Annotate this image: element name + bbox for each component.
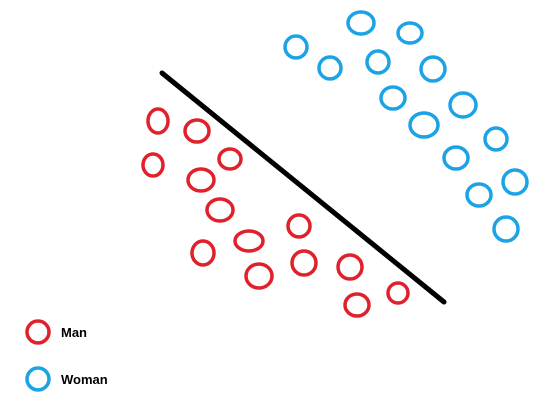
woman-points bbox=[283, 10, 529, 243]
man-point bbox=[290, 249, 318, 277]
man-point bbox=[386, 281, 410, 305]
man-point bbox=[336, 253, 364, 281]
legend-item-woman: Woman bbox=[25, 366, 108, 392]
legend-item-man: Man bbox=[25, 319, 87, 345]
man-point bbox=[186, 167, 216, 193]
man-point bbox=[190, 239, 216, 267]
woman-point bbox=[442, 145, 470, 171]
decision-boundary-line bbox=[159, 70, 447, 305]
woman-point bbox=[483, 126, 509, 152]
legend: Man Woman bbox=[25, 319, 108, 392]
legend-label-man: Man bbox=[61, 325, 87, 340]
woman-marker-icon bbox=[25, 366, 51, 392]
woman-point bbox=[465, 182, 493, 208]
woman-point bbox=[492, 215, 520, 243]
legend-label-woman: Woman bbox=[61, 372, 108, 387]
man-point bbox=[141, 152, 165, 178]
woman-point bbox=[501, 168, 529, 196]
woman-point bbox=[346, 10, 376, 36]
man-point bbox=[217, 147, 243, 171]
woman-point bbox=[283, 34, 309, 60]
man-point bbox=[146, 107, 170, 135]
man-marker-icon bbox=[25, 319, 51, 345]
woman-point bbox=[419, 55, 447, 83]
woman-point bbox=[396, 21, 424, 45]
man-point bbox=[205, 197, 235, 223]
woman-point bbox=[408, 111, 440, 139]
woman-point bbox=[448, 91, 478, 119]
man-point bbox=[183, 118, 211, 144]
man-point bbox=[343, 292, 371, 318]
man-point bbox=[244, 262, 274, 290]
man-point bbox=[286, 213, 312, 239]
man-point bbox=[233, 229, 265, 253]
woman-point bbox=[317, 55, 343, 81]
woman-point bbox=[365, 49, 391, 75]
woman-point bbox=[379, 85, 407, 111]
man-points bbox=[141, 107, 410, 318]
